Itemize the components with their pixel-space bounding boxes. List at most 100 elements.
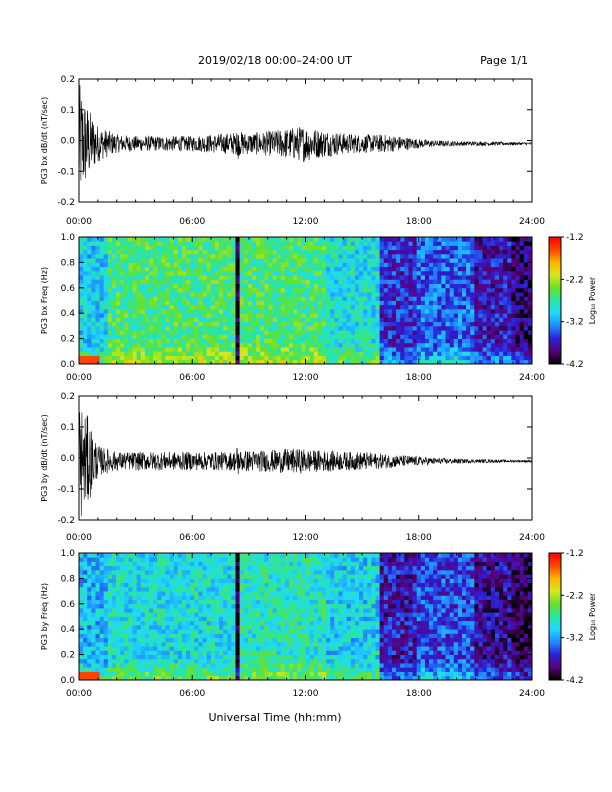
spectrogram-cell bbox=[420, 296, 426, 301]
spectrogram-cell bbox=[231, 296, 236, 301]
spectrogram-cell bbox=[334, 300, 339, 306]
spectrogram-cell bbox=[445, 275, 451, 280]
spectrogram-cell bbox=[268, 561, 273, 567]
spectrogram-cell bbox=[375, 253, 381, 259]
spectrogram-cell bbox=[91, 620, 96, 626]
spectrogram-cell bbox=[161, 641, 166, 647]
spectrogram-cell bbox=[239, 658, 245, 664]
spectrogram-cell bbox=[527, 292, 533, 297]
spectrogram-cell bbox=[449, 317, 455, 323]
spectrogram-cell bbox=[396, 296, 401, 301]
spectrogram-cell bbox=[136, 637, 142, 643]
spectrogram-cell bbox=[494, 249, 500, 255]
spectrogram-cell bbox=[99, 287, 105, 293]
spectrogram-cell bbox=[284, 266, 290, 272]
spectrogram-cell bbox=[280, 292, 286, 297]
spectrogram-cell bbox=[103, 304, 109, 310]
spectrogram-cell bbox=[424, 245, 430, 251]
spectrogram-cell bbox=[284, 317, 290, 323]
spectrogram-cell bbox=[202, 296, 208, 301]
spectrogram-cell bbox=[445, 338, 451, 344]
spectrogram-cell bbox=[91, 258, 96, 263]
spectrogram-cell bbox=[305, 262, 311, 268]
spectrogram-cell bbox=[111, 569, 117, 575]
spectrogram-cell bbox=[95, 633, 100, 639]
spectrogram-cell bbox=[124, 279, 129, 284]
spectrogram-cell bbox=[482, 359, 488, 365]
spectrogram-cell bbox=[173, 359, 179, 365]
spectrogram-cell bbox=[503, 304, 508, 310]
spectrogram-cell bbox=[519, 287, 525, 293]
spectrogram-cell bbox=[309, 308, 315, 314]
spectrogram-cell bbox=[227, 270, 232, 276]
spectrogram-cell bbox=[206, 296, 212, 301]
spectrogram-cell bbox=[235, 317, 241, 323]
spectrogram-cell bbox=[466, 325, 471, 331]
spectrogram-cell bbox=[371, 266, 376, 272]
spectrogram-cell bbox=[210, 650, 216, 655]
spectrogram-cell bbox=[527, 266, 533, 272]
spectrogram-cell bbox=[379, 279, 385, 284]
spectrogram-cell bbox=[219, 663, 224, 668]
spectrogram-cell bbox=[91, 330, 96, 335]
spectrogram-cell bbox=[247, 578, 253, 584]
spectrogram-cell bbox=[461, 355, 467, 361]
spectrogram-cell bbox=[132, 663, 138, 668]
spectrogram-cell bbox=[235, 241, 241, 246]
spectrogram-cell bbox=[387, 249, 393, 255]
spectrogram-cell bbox=[120, 313, 125, 318]
spectrogram-cell bbox=[268, 266, 273, 272]
spectrogram-cell bbox=[268, 334, 273, 339]
spectrogram-cell bbox=[280, 275, 286, 280]
spectrogram-cell bbox=[111, 612, 117, 617]
spectrogram-cell bbox=[177, 300, 183, 306]
spectrogram-cell bbox=[202, 359, 208, 365]
spectrogram-cell bbox=[239, 355, 245, 361]
spectrogram-cell bbox=[202, 646, 208, 651]
spectrogram-cell bbox=[91, 557, 96, 562]
spectrogram-cell bbox=[194, 663, 199, 668]
spectrogram-cell bbox=[264, 292, 269, 297]
spectrogram-cell bbox=[161, 578, 166, 584]
spectrogram-cell bbox=[420, 287, 426, 293]
spectrogram-cell bbox=[461, 279, 467, 284]
spectrogram-cell bbox=[83, 279, 88, 284]
spectrogram-cell bbox=[157, 569, 162, 575]
spectrogram-cell bbox=[107, 313, 113, 318]
spectrogram-cell bbox=[260, 574, 265, 579]
spectrogram-cell bbox=[231, 612, 236, 617]
spectrogram-cell bbox=[194, 270, 199, 276]
spectrogram-cell bbox=[375, 296, 381, 301]
spectrogram-cell bbox=[375, 241, 381, 246]
spectrogram-cell bbox=[515, 245, 521, 251]
spectrogram-cell bbox=[441, 253, 446, 259]
spectrogram-cell bbox=[515, 359, 521, 365]
spectrogram-cell bbox=[214, 650, 220, 655]
spectrogram-cell bbox=[379, 270, 385, 276]
spectrogram-cell bbox=[239, 258, 245, 263]
spectrogram-cell bbox=[136, 334, 142, 339]
spectrogram-cell bbox=[79, 620, 84, 626]
spectrogram-cell bbox=[367, 296, 372, 301]
spectrogram-cell bbox=[256, 313, 261, 318]
spectrogram-cell bbox=[396, 262, 401, 268]
spectrogram-cell bbox=[264, 321, 269, 327]
spectrogram-cell bbox=[486, 313, 492, 318]
spectrogram-cell bbox=[482, 283, 488, 289]
spectrogram-cell bbox=[301, 292, 306, 297]
spectrogram-cell bbox=[321, 287, 327, 293]
spectrogram-cell bbox=[457, 325, 463, 331]
spectrogram-cell bbox=[429, 325, 434, 331]
spectrogram-cell bbox=[128, 658, 133, 664]
spectrogram-cell bbox=[243, 561, 249, 567]
spectrogram-cell bbox=[136, 658, 142, 664]
spectrogram-cell bbox=[478, 258, 483, 263]
spectrogram-cell bbox=[223, 595, 228, 600]
spectrogram-cell bbox=[470, 342, 475, 348]
spectrogram-cell bbox=[268, 321, 273, 327]
spectrogram-cell bbox=[149, 667, 154, 672]
spectrogram-cell bbox=[91, 359, 96, 365]
spectrogram-cell bbox=[400, 258, 405, 263]
spectrogram-cell bbox=[235, 557, 241, 562]
spectrogram-cell bbox=[83, 334, 88, 339]
